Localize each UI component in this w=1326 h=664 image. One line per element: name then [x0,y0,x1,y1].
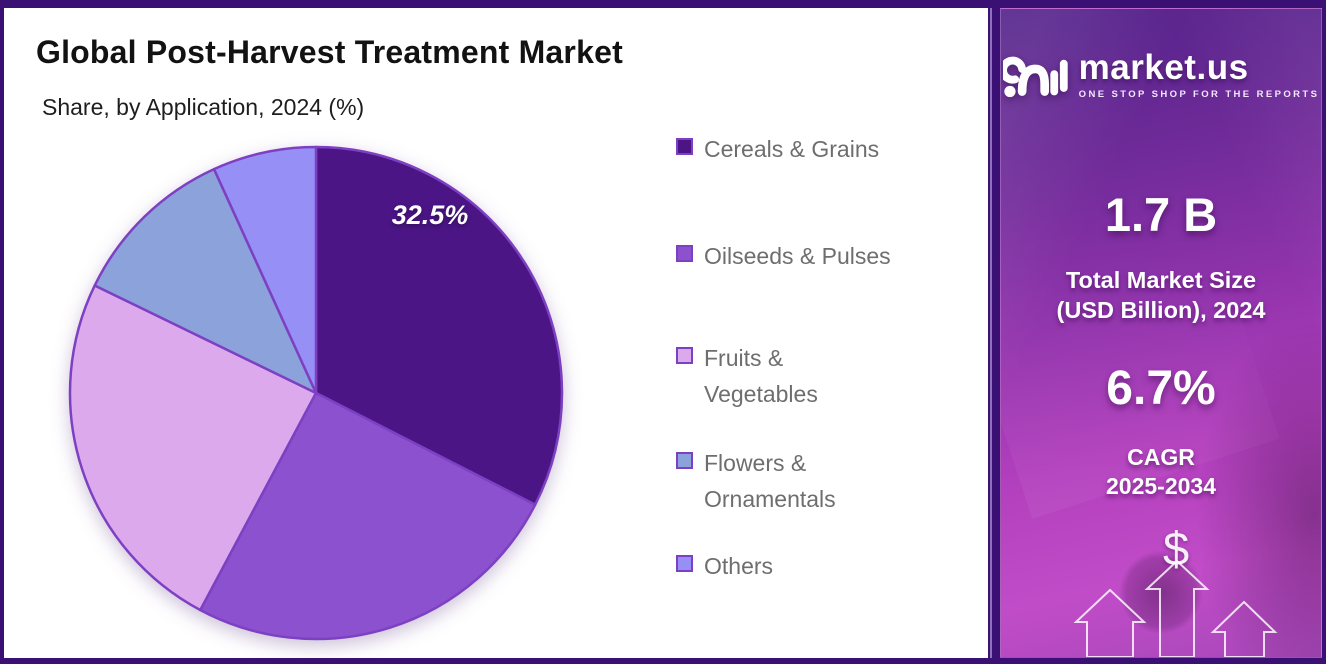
growth-arrow-middle [1144,559,1210,657]
sidebar-panel: market.us ONE STOP SHOP FOR THE REPORTS … [1000,8,1322,658]
growth-arrow-right [1210,600,1278,657]
legend-item-3: Flowers & Ornamentals [676,445,836,517]
market-us-logo-icon [1002,56,1068,98]
chart-section: Global Post-Harvest Treatment Market Sha… [4,8,988,658]
legend-item-label: Others [704,553,774,579]
brand-text-block: market.us ONE STOP SHOP FOR THE REPORTS [1078,48,1320,101]
legend-swatch-icon [676,452,693,469]
pie-slice-4 [212,145,318,395]
legend-item-1: Oilseeds & Pulses [676,238,891,274]
pie-slice-0 [314,145,564,506]
growth-arrows-graphic [1073,559,1278,657]
market-size-value: 1.7 B [1104,188,1218,241]
pie-slice-3 [93,167,318,395]
legend-item-label: Flowers & Ornamentals [704,450,836,512]
legend-swatch-icon [676,347,693,364]
brand-name: market.us [1078,48,1249,87]
growth-arrow-left [1073,588,1147,657]
legend-item-label: Fruits & Vegetables [704,345,818,407]
pie-data-label: 32.5% [392,200,469,230]
legend-swatch-icon [676,245,693,262]
legend-item-0: Cereals & Grains [676,131,879,167]
page-title: Global Post-Harvest Treatment Market [36,34,623,70]
dollar-sign: $ [1163,522,1190,575]
legend-swatch-icon [676,555,693,572]
legend-item-label: Cereals & Grains [704,136,880,162]
cagr-value: 6.7% [1106,362,1216,415]
panel-divider [990,8,992,658]
page-subtitle: Share, by Application, 2024 (%) [42,94,365,120]
legend-item-2: Fruits & Vegetables [676,340,818,412]
legend-swatch-icon [676,138,693,155]
pie-chart: 32.5% [68,145,564,641]
pie-slice-2 [68,284,318,612]
legend-item-label: Oilseeds & Pulses [704,243,891,269]
market-size-label: Total Market Size (USD Billion), 2024 [1056,267,1266,323]
legend: Cereals & Grains Oilseeds & Pulses Fruits … [676,131,976,601]
brand-logo: market.us ONE STOP SHOP FOR THE REPORTS [1001,47,1321,103]
brand-tagline: ONE STOP SHOP FOR THE REPORTS [1078,89,1320,100]
legend-item-4: Others [676,548,773,584]
cagr-label: CAGR 2025-2034 [1106,444,1216,499]
